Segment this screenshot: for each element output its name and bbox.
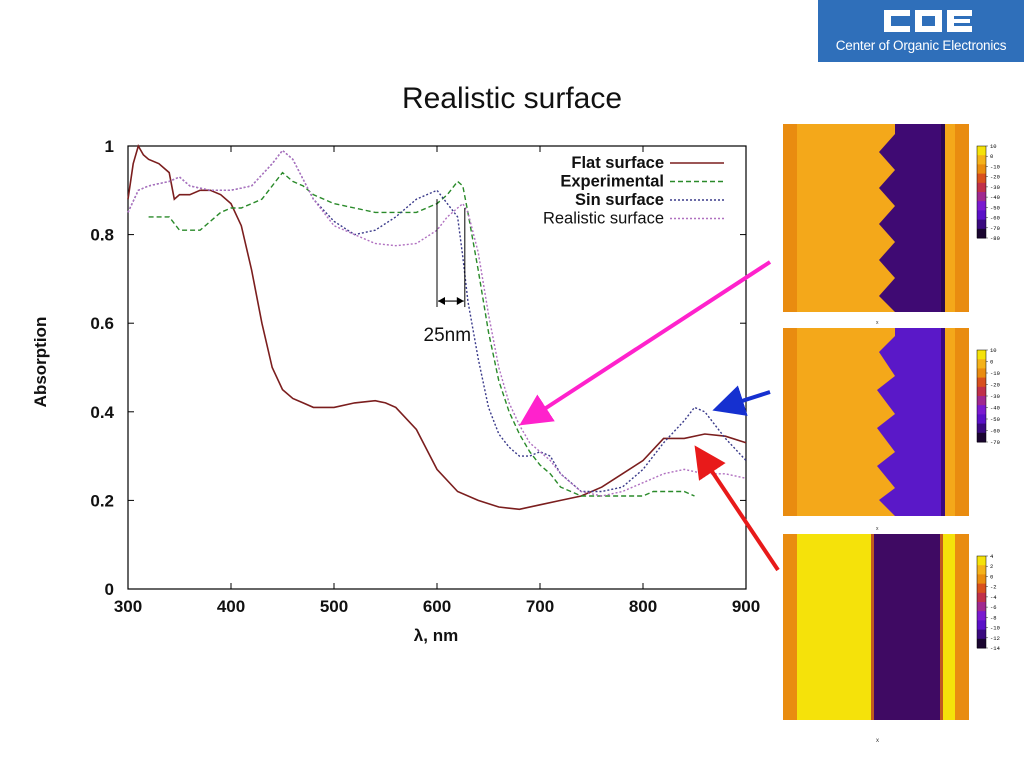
colorbar-tick-label: -4 xyxy=(990,594,997,601)
colorbar-tick-label: -80 xyxy=(990,235,1000,242)
magenta-arrow xyxy=(519,260,772,426)
colorbar-tick-label: -14 xyxy=(990,645,1001,652)
blue-arrow xyxy=(712,385,771,416)
colorbar-tick-label: -30 xyxy=(990,393,1000,400)
colorbar-tick-label: -10 xyxy=(990,370,1000,377)
svg-text:x: x xyxy=(876,320,879,326)
absorption-chart: 300 400 500 600 700 800 900 0 0.2 0.4 0.6 0.8 1 Flat… xyxy=(31,137,760,645)
field-map-sin-surface: x y 100-10-20-30-40-50-60-70-80 xyxy=(783,124,1018,329)
colorbar-tick-label: 0 xyxy=(990,573,993,580)
annotation-label: 25nm xyxy=(424,325,472,346)
field-map-flat-surface: x y 420-2-4-6-8-10-12-14 xyxy=(783,534,1018,754)
coe-logo-mark xyxy=(884,10,972,32)
field-map-realistic-surface: x y 100-10-20-30-40-50-60-70 xyxy=(783,328,1018,533)
colorbar-tick-label: -60 xyxy=(990,428,1000,435)
y-tick-label: 0.8 xyxy=(90,226,114,245)
colorbar-tick-label: -6 xyxy=(990,604,997,611)
colorbar-tick-label: -2 xyxy=(990,584,997,591)
colorbar-tick-label: -20 xyxy=(990,174,1000,181)
colorbar-tick-label: -70 xyxy=(990,225,1000,232)
y-tick-label: 0.2 xyxy=(90,491,114,510)
legend-entry-label: Flat surface xyxy=(571,154,664,172)
legend-entry-label: Experimental xyxy=(560,173,664,191)
y-tick-label: 1 xyxy=(105,137,114,156)
colorbar-tick-label: 2 xyxy=(990,563,993,570)
x-tick-label: 500 xyxy=(320,597,348,616)
colorbar-tick-label: -50 xyxy=(990,416,1000,423)
red-arrow xyxy=(694,445,780,572)
series-line-flat-surface xyxy=(127,143,747,511)
colorbar-tick-label: -10 xyxy=(990,163,1000,170)
series-line-realistic-surface xyxy=(127,149,747,497)
y-tick-label: 0.6 xyxy=(90,314,114,333)
legend-entry-label: Realistic surface xyxy=(543,210,664,228)
legend-entry-label: Sin surface xyxy=(575,191,664,209)
svg-text:x: x xyxy=(876,526,879,532)
colorbar-tick-label: 0 xyxy=(990,359,993,366)
logo-text: Center of Organic Electronics xyxy=(835,38,1007,53)
x-tick-label: 600 xyxy=(423,597,451,616)
colorbar-tick-label: 10 xyxy=(990,143,997,150)
colorbar-tick-label: -10 xyxy=(990,625,1000,632)
colorbar-tick-label: -40 xyxy=(990,194,1000,201)
y-tick-label: 0.4 xyxy=(90,403,114,422)
x-tick-label: 300 xyxy=(114,597,142,616)
colorbar-3: 4 2 0 -2 -4 -6 -8 -10 -12 -14 xyxy=(976,553,1001,652)
x-tick-label: 800 xyxy=(629,597,657,616)
colorbar-tick-label: 0 xyxy=(990,153,993,160)
colorbar-tick-label: 10 xyxy=(990,347,997,354)
x-tick-label: 900 xyxy=(732,597,760,616)
colorbar-tick-label: -12 xyxy=(990,635,1000,642)
slide-title: Realistic surface xyxy=(401,82,623,115)
x-tick-label: 400 xyxy=(217,597,245,616)
colorbar-tick-label: -60 xyxy=(990,215,1000,222)
colorbar-tick-label: -50 xyxy=(990,204,1000,211)
colorbar-2: 10 0 -10 -20 -30 -40 -50 -60 -70 xyxy=(976,347,1000,446)
colorbar-tick-label: 4 xyxy=(990,553,994,560)
x-axis-label: λ, nm xyxy=(414,626,458,645)
colorbar-1: 10 0 -10 -20 -30 -40 -50 -60 -70 -80 xyxy=(976,143,1000,242)
ticks-layer: 300 400 500 600 700 800 900 0 0.2 0.4 0.6 0.8 1 xyxy=(90,137,760,616)
coe-logo: Center of Organic Electronics xyxy=(818,0,1024,62)
colorbar-tick-label: -30 xyxy=(990,184,1000,191)
colorbar-tick-label: -20 xyxy=(990,382,1000,389)
colorbar-tick-label: -8 xyxy=(990,614,997,621)
annotation-25nm: 25nm xyxy=(424,199,472,346)
y-tick-label: 0 xyxy=(105,580,114,599)
colorbar-tick-label: -40 xyxy=(990,405,1000,412)
y-axis-label: Absorption xyxy=(31,317,50,408)
colorbar-tick-label: -70 xyxy=(990,439,1000,446)
x-tick-label: 700 xyxy=(526,597,554,616)
svg-text:x: x xyxy=(876,738,879,744)
